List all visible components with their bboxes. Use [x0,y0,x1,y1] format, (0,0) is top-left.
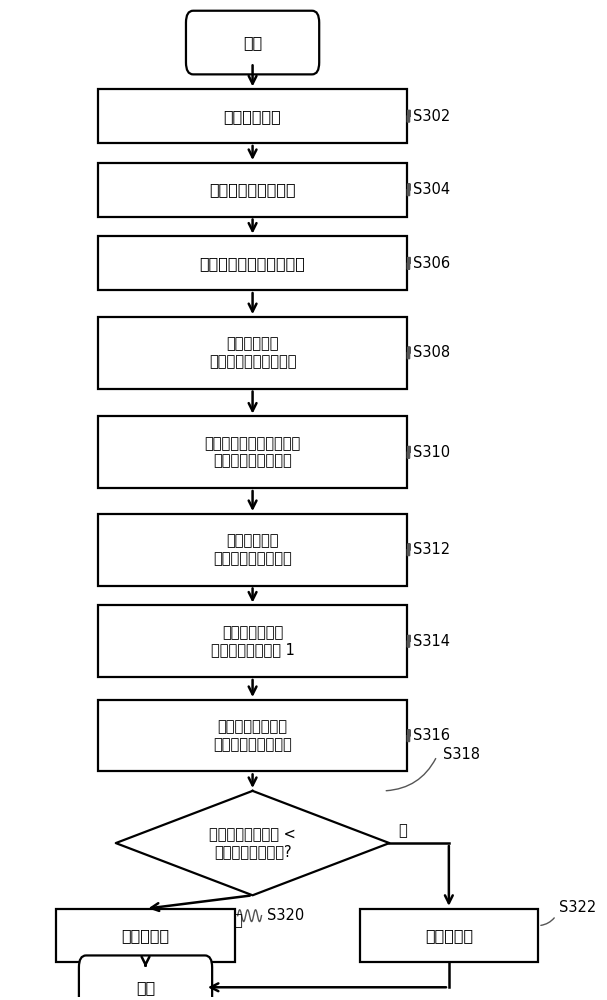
Text: S304: S304 [413,182,450,197]
Bar [98,89,407,143]
Bar [98,236,407,290]
Text: 校正轮速信号的误差: 校正轮速信号的误差 [209,182,296,197]
Text: S302: S302 [413,109,450,124]
Text: 将具有最大计数的
频率选定为峰值频率: 将具有最大计数的 频率选定为峰值频率 [213,719,292,752]
Bar [98,416,407,488]
Bar [56,909,235,962]
Text: 轮速信号的固定时间插值: 轮速信号的固定时间插值 [200,256,305,271]
Bar [359,909,538,962]
Text: 所选定的峰值频率 <
已设定的峰值频率?: 所选定的峰值频率 < 已设定的峰值频率? [209,827,296,859]
Text: S316: S316 [413,728,450,743]
Text: 确认计算出的
频率所属的频率范围: 确认计算出的 频率所属的频率范围 [213,534,292,566]
Text: 否: 否 [398,824,407,839]
Text: S306: S306 [413,256,450,271]
Text: S312: S312 [413,542,450,557]
Text: S314: S314 [413,634,450,649]
Bar [98,700,407,771]
Bar [98,317,407,389]
Text: S318: S318 [443,747,480,762]
Text: 结束: 结束 [136,980,155,995]
Text: 利用已设定的周期期间的
时隙数量来计算频率: 利用已设定的周期期间的 时隙数量来计算频率 [205,436,300,468]
Text: S320: S320 [268,908,305,923]
Text: 获取轮速信号: 获取轮速信号 [224,109,282,124]
Bar [98,514,407,586]
FancyBboxPatch shape [79,955,212,1000]
Text: S308: S308 [413,345,450,360]
Polygon shape [116,791,389,895]
Text: 开始: 开始 [243,35,262,50]
Text: 对所确认的频率
范围的计数每增加 1: 对所确认的频率 范围的计数每增加 1 [211,625,294,657]
Text: S322: S322 [559,900,596,915]
Bar [98,605,407,677]
Text: 判定为常压: 判定为常压 [425,928,473,943]
Text: 是: 是 [233,913,242,928]
Bar [98,163,407,217]
Text: S310: S310 [413,445,450,460]
Text: 对进行插值的
轮速信号进行带通滤波: 对进行插值的 轮速信号进行带通滤波 [209,337,296,369]
FancyBboxPatch shape [186,11,319,74]
Text: 判定为低压: 判定为低压 [121,928,169,943]
